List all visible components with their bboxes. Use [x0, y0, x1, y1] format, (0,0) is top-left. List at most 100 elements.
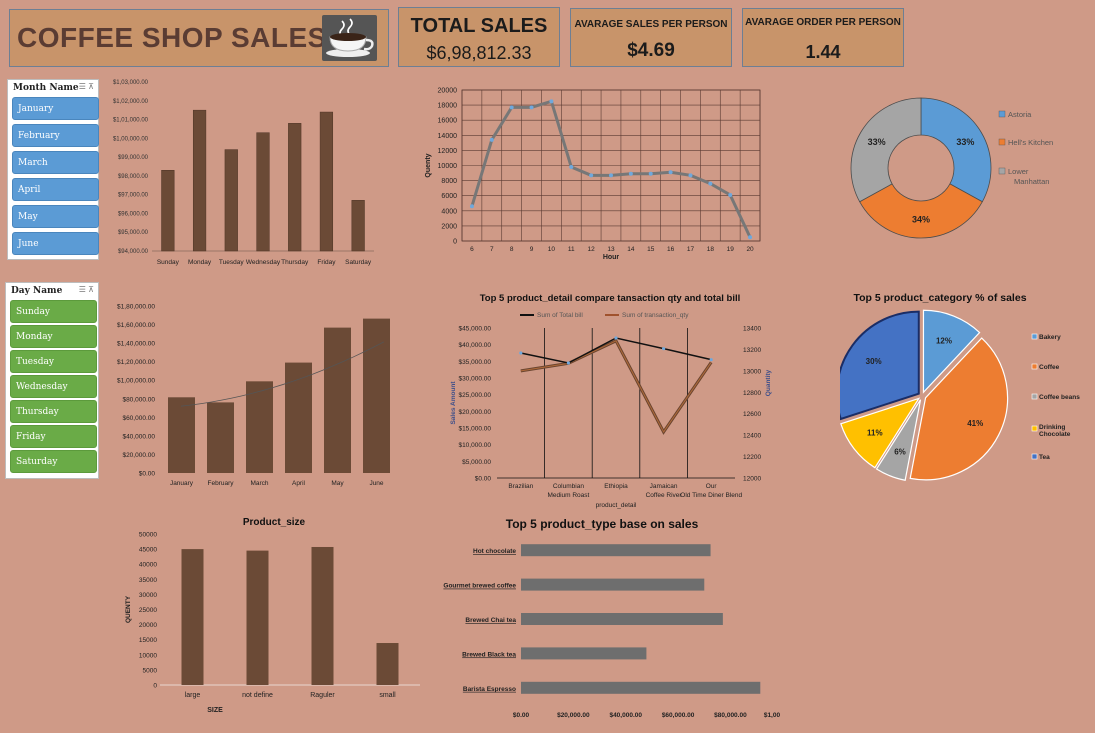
month-slicer-title: Month Name [13, 83, 79, 93]
y-tick-label: $20,000.00 [122, 452, 155, 459]
dashboard-title: COFFEE SHOP SALES [17, 22, 327, 53]
y-tick-label: 50000 [139, 532, 157, 539]
month-item-june[interactable]: June [12, 232, 99, 255]
slice-label: 34% [912, 215, 930, 225]
y-tick-label: 0 [453, 239, 457, 246]
y-tick-label: $97,000.00 [118, 193, 149, 199]
y-tick-label: $5,000.00 [462, 459, 491, 466]
x-tick-label: 6 [470, 246, 474, 253]
y-tick-label: Brewed Chai tea [465, 617, 516, 624]
y-tick-label: 45000 [139, 547, 157, 554]
bar [181, 549, 204, 685]
day-item-monday[interactable]: Monday [10, 325, 97, 348]
y-tick-label: $1,80,000.00 [117, 304, 155, 311]
y2-tick-label: 13200 [743, 347, 761, 354]
series-line-qty-highlight [520, 340, 712, 433]
y-tick-label: 40000 [139, 562, 157, 569]
x-tick-label: January [170, 480, 194, 487]
slice-label: 33% [868, 137, 886, 147]
monthly-sales-chart: $0.00 $20,000.00 $40,000.00 $60,000.00 $80,0… [117, 304, 390, 487]
y-tick-label: 20000 [139, 622, 157, 629]
y-tick-label: Brewed Black tea [462, 651, 516, 658]
data-point [509, 105, 514, 110]
day-item-tuesday[interactable]: Tuesday [10, 350, 97, 373]
filter-clear-icon[interactable]: ☰ ⊼ [78, 82, 94, 91]
total-sales-label: TOTAL SALES [410, 15, 548, 37]
total-sales-value: $6,98,812.33 [426, 43, 532, 63]
x-tick-label: large [185, 692, 201, 699]
pie-slice [909, 337, 1009, 481]
total-sales-card: TOTAL SALES $6,98,812.33 [398, 7, 560, 67]
bar [324, 327, 351, 473]
data-point [728, 192, 733, 197]
bar [246, 381, 273, 473]
donut-slice [920, 97, 992, 203]
day-item-friday[interactable]: Friday [10, 425, 97, 448]
data-point [648, 171, 653, 176]
month-item-march[interactable]: March [12, 151, 99, 174]
x-tick-label: 13 [607, 246, 615, 253]
y-tick-label: Hot chocolate [473, 548, 516, 555]
x-tick-label: not define [242, 692, 273, 699]
bar [207, 402, 234, 473]
day-item-sunday[interactable]: Sunday [10, 300, 97, 323]
pie-slice [840, 397, 921, 469]
legend-label: Bakery [1039, 334, 1061, 341]
y2-tick-label: 12400 [743, 433, 761, 440]
chart-title: Top 5 product_detail compare tansaction … [480, 293, 741, 304]
chart-title: Top 5 product_type base on sales [506, 517, 699, 531]
bar [256, 132, 270, 252]
month-item-february[interactable]: February [12, 124, 99, 147]
y-axis-title: QUENTY [125, 595, 132, 623]
legend-swatch [1031, 425, 1038, 432]
bar [521, 544, 711, 557]
y-tick-label: $1,20,000.00 [117, 359, 155, 366]
slice-label: 33% [956, 137, 974, 147]
y-tick-label: $40,000.00 [458, 342, 491, 349]
slice-label: 30% [866, 357, 882, 366]
x-tick-label: Friday [317, 259, 336, 266]
legend-swatch [998, 167, 1006, 175]
data-point [469, 204, 474, 209]
y-tick-label: $35,000.00 [458, 359, 491, 366]
category-share-chart: Top 5 product_category % of sales 12% 41% 6… [840, 292, 1080, 481]
data-point [662, 347, 666, 351]
x-tick-label: Thursday [281, 259, 309, 266]
month-item-may[interactable]: May [12, 205, 99, 228]
product-type-chart: Top 5 product_type base on sales Hot choc… [443, 517, 780, 719]
legend-label: Astoria [1008, 110, 1032, 119]
y-tick-label: 10000 [438, 163, 458, 170]
y-tick-label: 10000 [139, 652, 157, 659]
day-item-thursday[interactable]: Thursday [10, 400, 97, 423]
product-size-chart: Product_size 0 5000 10000 15000 20000 25000 300… [125, 517, 420, 714]
y-tick-label: 16000 [438, 118, 458, 125]
day-item-wednesday[interactable]: Wednesday [10, 375, 97, 398]
y-tick-label: $98,000.00 [118, 174, 149, 180]
month-item-january[interactable]: January [12, 97, 99, 120]
x-tick-label: 18 [707, 246, 715, 253]
y-tick-label: 5000 [143, 667, 158, 674]
slice-label: 12% [936, 336, 952, 345]
bar [161, 170, 175, 252]
x-tick-label: $60,000.00 [662, 712, 695, 719]
month-item-april[interactable]: April [12, 178, 99, 201]
legend-swatch [1031, 453, 1038, 460]
x-tick-label: Wednesday [246, 259, 281, 266]
bar [319, 111, 334, 252]
y-tick-label: $30,000.00 [458, 376, 491, 383]
y2-tick-label: 13400 [743, 326, 761, 333]
legend-label: Hell's Kitchen [1008, 138, 1053, 147]
filter-clear-icon[interactable]: ☰ ⊼ [78, 285, 94, 294]
y-tick-label: $0.00 [139, 471, 156, 478]
bar [521, 647, 647, 660]
month-slicer: Month Name ☰ ⊼ January February March Ap… [7, 79, 99, 260]
y-tick-label: 18000 [438, 103, 458, 110]
day-item-saturday[interactable]: Saturday [10, 450, 97, 473]
series-line-qty [520, 338, 713, 435]
y-tick-label: $20,000.00 [458, 409, 491, 416]
y2-tick-label: 12200 [743, 454, 761, 461]
y-tick-label: $45,000.00 [458, 326, 491, 333]
x-tick-label: Monday [188, 259, 212, 266]
x-tick-label: Tuesday [219, 259, 244, 266]
y-tick-label: $94,000.00 [118, 249, 149, 255]
